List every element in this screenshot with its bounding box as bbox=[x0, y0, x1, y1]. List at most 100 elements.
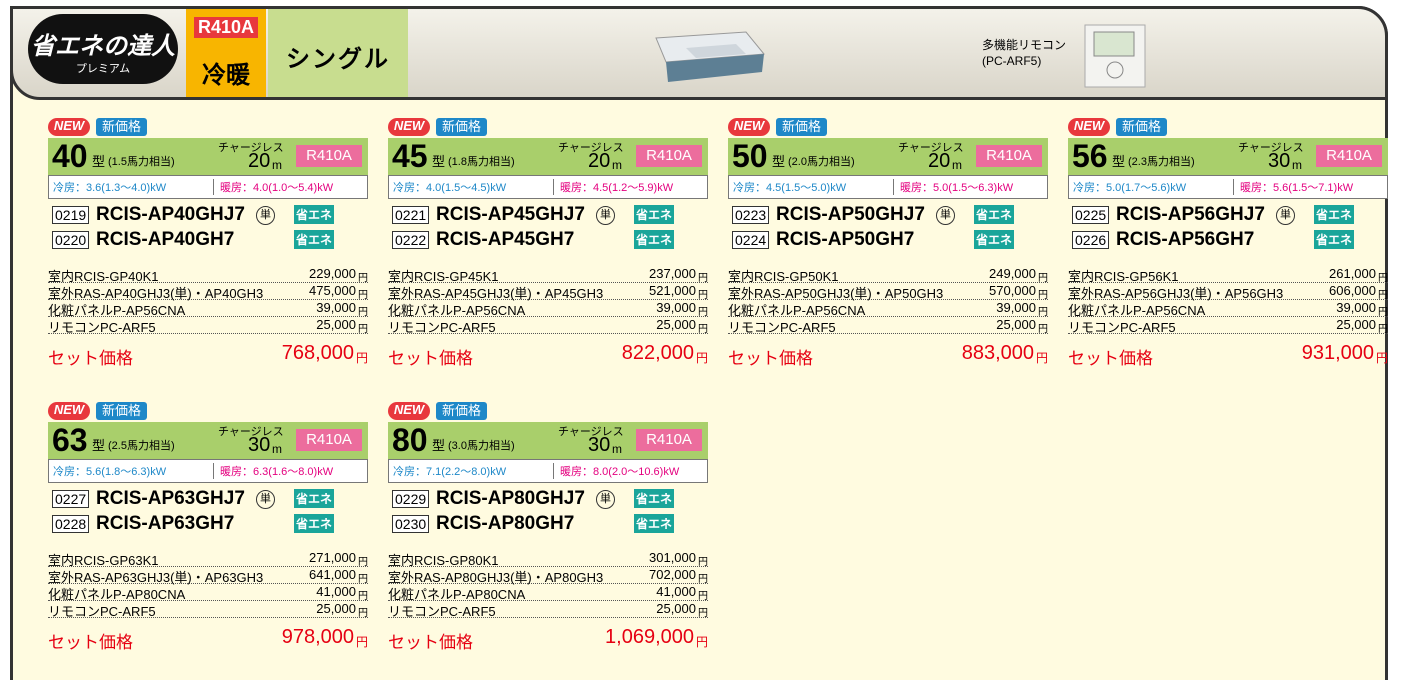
refrigerant: R410A bbox=[636, 429, 702, 451]
price-tag: 新価格 bbox=[96, 402, 148, 420]
part-rule bbox=[388, 299, 708, 300]
product-image bbox=[655, 31, 765, 82]
model-name: RCIS-AP80GH7 bbox=[436, 513, 575, 534]
capacity-row: 冷房：7.1(2.2～8.0)kW 暖房：8.0(2.0～10.6)kW bbox=[388, 459, 708, 483]
part-name: 化粧パネルP-AP56CNA bbox=[728, 303, 866, 318]
part-price: 25,000 bbox=[316, 601, 356, 616]
part-yen: 円 bbox=[358, 574, 368, 585]
model-name: RCIS-AP56GH7 bbox=[1116, 229, 1255, 250]
part-rule bbox=[48, 566, 368, 567]
refrigerant: R410A bbox=[296, 145, 362, 167]
part-yen: 円 bbox=[698, 574, 708, 585]
model-name: RCIS-AP50GH7 bbox=[776, 229, 915, 250]
price-tag: 新価格 bbox=[1116, 118, 1168, 136]
part-name: 室内RCIS-GP56K1 bbox=[1068, 269, 1179, 284]
part-price: 570,000 bbox=[989, 283, 1036, 298]
part-price: 39,000 bbox=[1336, 300, 1376, 315]
capacity-row: 冷房：5.0(1.7～5.6)kW 暖房：5.6(1.5～7.1)kW bbox=[1068, 175, 1388, 199]
part-name: 室内RCIS-GP63K1 bbox=[48, 553, 159, 568]
eco-badge: 省エネ bbox=[634, 514, 675, 533]
part-price: 261,000 bbox=[1329, 266, 1376, 281]
part-rule bbox=[48, 617, 368, 618]
part-rule bbox=[48, 600, 368, 601]
part-name: 室外RAS-AP56GHJ3(単)・AP56GH3 bbox=[1068, 286, 1284, 301]
part-yen: 円 bbox=[698, 557, 708, 568]
part-rule bbox=[1068, 333, 1388, 334]
cooling: 冷房：4.0(1.5～4.5)kW bbox=[393, 182, 507, 194]
pipe-length: 20 bbox=[588, 150, 611, 172]
size: 63 bbox=[52, 422, 88, 458]
size-unit: 型 bbox=[432, 154, 446, 169]
pipe-unit: m bbox=[1292, 158, 1302, 172]
spec-band: 63 型 (2.5馬力相当) チャージレス 30 m R410A bbox=[48, 422, 368, 459]
horsepower: (3.0馬力相当) bbox=[448, 440, 515, 452]
model-code: 0226 bbox=[1072, 231, 1110, 249]
part-yen: 円 bbox=[698, 307, 708, 318]
part-name: リモコンPC-ARF5 bbox=[728, 320, 836, 335]
capacity-row: 冷房：4.0(1.5～4.5)kW 暖房：4.5(1.2～5.9)kW bbox=[388, 175, 708, 199]
size-unit: 型 bbox=[92, 438, 106, 453]
part-yen: 円 bbox=[358, 307, 368, 318]
model-code: 0230 bbox=[392, 515, 430, 533]
part-name: 室内RCIS-GP80K1 bbox=[388, 553, 499, 568]
part-price: 39,000 bbox=[656, 300, 696, 315]
eco-badge: 省エネ bbox=[294, 489, 335, 508]
eco-badge: 省エネ bbox=[974, 205, 1015, 224]
part-yen: 円 bbox=[1378, 290, 1388, 301]
part-yen: 円 bbox=[358, 324, 368, 335]
size: 80 bbox=[392, 422, 428, 458]
part-rule bbox=[48, 333, 368, 334]
eco-badge: 省エネ bbox=[294, 514, 335, 533]
model-code: 0221 bbox=[392, 206, 430, 224]
part-name: 化粧パネルP-AP56CNA bbox=[388, 303, 526, 318]
part-yen: 円 bbox=[698, 273, 708, 284]
part-yen: 円 bbox=[1038, 324, 1048, 335]
part-rule bbox=[388, 316, 708, 317]
model-code: 0229 bbox=[392, 490, 430, 508]
part-price: 39,000 bbox=[316, 300, 356, 315]
part-yen: 円 bbox=[1038, 290, 1048, 301]
size: 56 bbox=[1072, 138, 1108, 174]
heating: 暖房：5.6(1.5～7.1)kW bbox=[1233, 179, 1353, 195]
pipe-length: 30 bbox=[588, 434, 611, 456]
pipe-unit: m bbox=[612, 442, 622, 456]
part-name: リモコンPC-ARF5 bbox=[388, 320, 496, 335]
model-code: 0225 bbox=[1072, 206, 1110, 224]
capacity-row: 冷房：5.6(1.8～6.3)kW 暖房：6.3(1.6～8.0)kW bbox=[48, 459, 368, 483]
part-price: 41,000 bbox=[656, 584, 696, 599]
refrigerant: R410A bbox=[1316, 145, 1382, 167]
new-badge: NEW bbox=[388, 118, 430, 136]
eco-badge: 省エネ bbox=[294, 205, 335, 224]
horsepower: (1.5馬力相当) bbox=[108, 156, 175, 168]
part-price: 606,000 bbox=[1329, 283, 1376, 298]
part-yen: 円 bbox=[358, 557, 368, 568]
price-tag: 新価格 bbox=[436, 118, 488, 136]
single-mark: 単 bbox=[256, 490, 275, 509]
part-name: 室外RAS-AP45GHJ3(単)・AP45GH3 bbox=[388, 286, 604, 301]
heating: 暖房：8.0(2.0～10.6)kW bbox=[553, 463, 679, 479]
model-code: 0227 bbox=[52, 490, 90, 508]
single-mark: 単 bbox=[1276, 206, 1295, 225]
model-name: RCIS-AP45GH7 bbox=[436, 229, 575, 250]
size-unit: 型 bbox=[432, 438, 446, 453]
remote-image bbox=[1084, 24, 1146, 88]
chargeless: チャージレス bbox=[558, 142, 624, 154]
part-yen: 円 bbox=[358, 608, 368, 619]
model-name: RCIS-AP45GHJ7 bbox=[436, 204, 585, 225]
part-rule bbox=[728, 316, 1048, 317]
horsepower: (2.5馬力相当) bbox=[108, 440, 175, 452]
pipe-unit: m bbox=[612, 158, 622, 172]
part-rule bbox=[48, 299, 368, 300]
pipe-length: 20 bbox=[928, 150, 951, 172]
part-price: 237,000 bbox=[649, 266, 696, 281]
chargeless: チャージレス bbox=[898, 142, 964, 154]
price-tag: 新価格 bbox=[96, 118, 148, 136]
part-price: 249,000 bbox=[989, 266, 1036, 281]
heating: 暖房：4.5(1.2～5.9)kW bbox=[553, 179, 673, 195]
part-rule bbox=[388, 600, 708, 601]
pipe-unit: m bbox=[272, 158, 282, 172]
product-card: NEW 新価格 56 型 (2.3馬力相当) チャージレス 30 m R410A 冷房：5.0(1… bbox=[1068, 118, 1388, 378]
eco-badge: 省エネ bbox=[634, 205, 675, 224]
single-mark: 単 bbox=[596, 206, 615, 225]
part-price: 25,000 bbox=[996, 317, 1036, 332]
